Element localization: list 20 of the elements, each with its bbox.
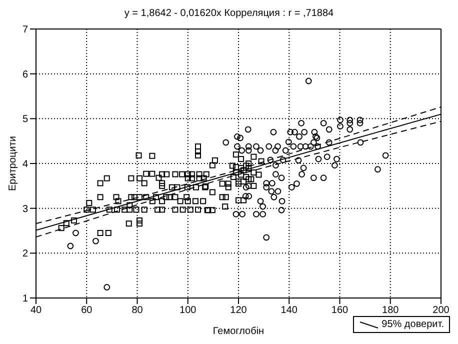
y-axis-title: Еритроцити <box>8 136 19 191</box>
legend-label: 95% доверит. <box>382 319 444 330</box>
x-tick-label: 40 <box>30 305 42 316</box>
chart-title: y = 1,8642 - 0,01620x Корреляция : r = ,71884 <box>123 8 335 19</box>
x-tick-label: 120 <box>230 305 248 316</box>
y-tick-label: 3 <box>22 204 28 215</box>
y-tick-label: 5 <box>22 114 28 126</box>
y-tick-label: 7 <box>22 24 28 36</box>
y-tick-label: 6 <box>22 69 28 80</box>
x-tick-label: 60 <box>81 305 93 316</box>
x-tick-label: 160 <box>331 305 349 316</box>
y-tick-label: 1 <box>22 294 28 305</box>
y-tick-label: 2 <box>22 248 28 260</box>
x-tick-label: 100 <box>180 305 197 316</box>
x-tick-label: 140 <box>280 305 298 316</box>
y-tick-label: 4 <box>22 159 28 170</box>
x-tick-label: 180 <box>382 305 400 316</box>
x-tick-label: 80 <box>132 305 144 316</box>
x-tick-label: 200 <box>432 305 450 316</box>
x-axis-title: Гемоглобін <box>212 326 264 337</box>
